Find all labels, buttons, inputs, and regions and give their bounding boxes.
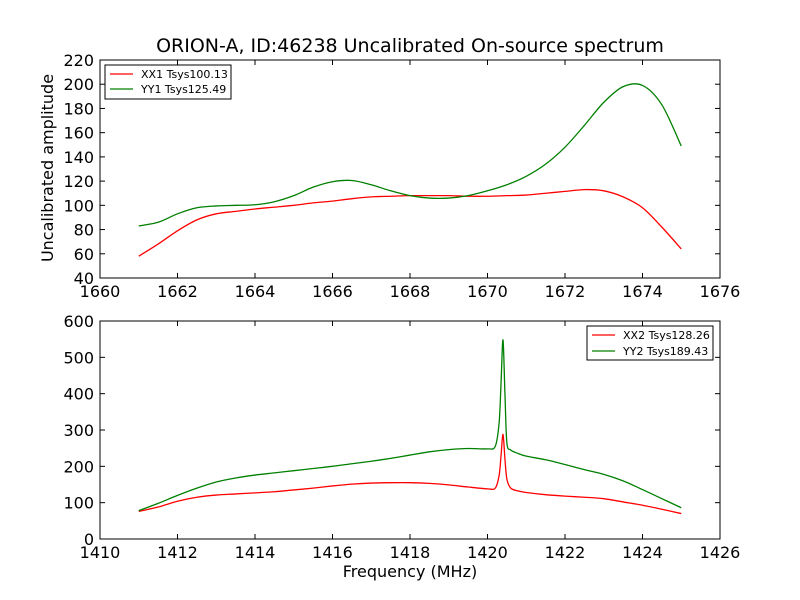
bottom-legend: XX2 Tsys128.26 YY2 Tsys189.43 <box>586 325 714 361</box>
bottom-x-tick-label: 1414 <box>235 543 276 562</box>
top-x-tick-label: 1674 <box>622 282 663 301</box>
top-x-tick-label: 1670 <box>467 282 508 301</box>
bottom-x-tick-label: 1410 <box>80 543 121 562</box>
bottom-legend-box <box>586 325 714 361</box>
top-x-tick-label: 1666 <box>312 282 353 301</box>
bottom-x-axis-label: Frequency (MHz) <box>343 562 477 581</box>
bottom-ticks-group: 1410 1412 1414 1416 1418 1420 1422 1424 1426 0 100… <box>63 312 740 562</box>
top-series-line-1 <box>138 83 682 227</box>
top-y-tick-label: 80 <box>74 221 94 240</box>
top-legend-label-yy1: YY1 Tsys125.49 <box>140 83 226 96</box>
bottom-x-tick-label: 1420 <box>467 543 508 562</box>
bottom-x-tick-label: 1422 <box>545 543 586 562</box>
top-x-tick-label: 1668 <box>390 282 431 301</box>
bottom-x-tick-label: 1426 <box>700 543 741 562</box>
bottom-legend-label-xx2: XX2 Tsys128.26 <box>623 329 710 342</box>
bottom-y-tick-label: 100 <box>63 494 94 513</box>
top-series-group <box>138 83 682 257</box>
top-plot: Uncalibrated amplitude 1660 1662 1664 1666 1… <box>38 51 740 301</box>
bottom-series-line-1 <box>138 339 682 512</box>
bottom-series-line-0 <box>138 433 682 515</box>
bottom-y-tick-label: 300 <box>63 421 94 440</box>
bottom-legend-label-yy2: YY2 Tsys189.43 <box>622 345 708 358</box>
top-legend-label-xx1: XX1 Tsys100.13 <box>141 68 228 81</box>
bottom-x-tick-label: 1424 <box>622 543 663 562</box>
bottom-x-tick-label: 1412 <box>157 543 198 562</box>
top-y-tick-label: 60 <box>74 245 94 264</box>
bottom-plot-frame <box>99 320 721 540</box>
top-y-tick-label: 180 <box>63 99 94 118</box>
top-plot-frame <box>99 59 721 279</box>
bottom-y-tick-label: 400 <box>63 385 94 404</box>
top-x-tick-label: 1660 <box>80 282 121 301</box>
top-y-tick-label: 160 <box>63 124 94 143</box>
top-y-tick-label: 200 <box>63 75 94 94</box>
bottom-y-tick-label: 0 <box>84 530 94 549</box>
top-x-tick-label: 1676 <box>700 282 741 301</box>
top-y-tick-label: 220 <box>63 51 94 70</box>
top-y-tick-label: 140 <box>63 148 94 167</box>
top-y-tick-label: 40 <box>74 269 94 288</box>
top-y-tick-label: 100 <box>63 196 94 215</box>
bottom-y-tick-label: 200 <box>63 457 94 476</box>
top-ticks-group: 1660 1662 1664 1666 1668 1670 1672 1674 1676 40 60… <box>63 51 740 301</box>
chart-title: ORION-A, ID:46238 Uncalibrated On-source… <box>156 35 664 57</box>
top-x-tick-label: 1672 <box>545 282 586 301</box>
top-x-tick-label: 1662 <box>157 282 198 301</box>
bottom-series-group <box>138 339 682 515</box>
bottom-y-tick-label: 500 <box>63 348 94 367</box>
top-y-axis-label: Uncalibrated amplitude <box>38 74 57 262</box>
top-legend-box <box>104 64 232 100</box>
top-x-tick-label: 1664 <box>235 282 276 301</box>
bottom-x-tick-label: 1416 <box>312 543 353 562</box>
bottom-x-tick-label: 1418 <box>390 543 431 562</box>
bottom-plot: Frequency (MHz) 1410 1412 1414 1416 1418 1420… <box>63 312 740 581</box>
top-y-tick-label: 120 <box>63 172 94 191</box>
top-legend: XX1 Tsys100.13 YY1 Tsys125.49 <box>104 64 232 100</box>
bottom-y-tick-label: 600 <box>63 312 94 331</box>
